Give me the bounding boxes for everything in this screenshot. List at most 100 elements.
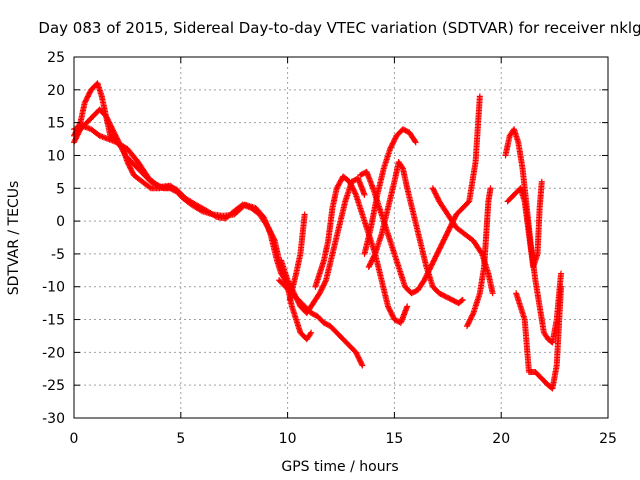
- data-point: [285, 278, 292, 285]
- y-tick-label: 0: [56, 214, 65, 230]
- x-tick-label: 5: [176, 431, 185, 447]
- data-point: [432, 254, 439, 261]
- data-point: [439, 239, 446, 246]
- data-point: [318, 286, 325, 293]
- data-point: [267, 228, 274, 235]
- data-point: [558, 270, 565, 277]
- x-tick-label: 25: [599, 431, 617, 447]
- data-point: [347, 181, 354, 188]
- data-point: [440, 237, 447, 244]
- y-tick-label: 20: [47, 83, 65, 99]
- data-point: [369, 256, 376, 263]
- data-point: [269, 232, 276, 239]
- data-point: [458, 297, 465, 304]
- data-point: [421, 275, 428, 282]
- data-point: [265, 224, 272, 231]
- data-point: [468, 313, 475, 320]
- data-point: [464, 321, 471, 328]
- data-point: [452, 214, 459, 221]
- data-point: [412, 139, 419, 146]
- data-point: [295, 299, 302, 306]
- data-point: [441, 235, 448, 242]
- data-points: [71, 80, 565, 392]
- chart-title: Day 083 of 2015, Sidereal Day-to-day VTE…: [38, 19, 640, 37]
- data-point: [350, 186, 357, 193]
- data-point: [388, 311, 395, 318]
- data-point: [386, 307, 393, 314]
- plot-frame: [73, 56, 609, 419]
- data-point: [388, 143, 395, 150]
- data-point: [390, 313, 397, 320]
- y-tick-label: 10: [47, 148, 65, 164]
- data-point: [82, 98, 89, 105]
- data-point: [358, 361, 365, 368]
- data-point: [433, 191, 440, 198]
- data-point: [292, 292, 299, 299]
- data-point: [392, 135, 399, 142]
- data-point: [212, 213, 219, 220]
- data-point: [389, 140, 396, 147]
- data-point: [489, 290, 496, 297]
- data-point: [445, 228, 452, 235]
- data-point: [270, 235, 277, 242]
- data-point: [129, 169, 136, 176]
- data-point: [284, 277, 291, 284]
- data-point: [467, 315, 474, 322]
- series-track-7: [312, 173, 411, 326]
- series-track-14: [504, 178, 545, 271]
- data-point: [368, 257, 375, 264]
- data-point: [347, 180, 354, 187]
- series-track-10: [365, 159, 466, 307]
- y-tick-label: 5: [56, 181, 65, 197]
- data-point: [353, 350, 360, 357]
- data-point: [86, 89, 93, 96]
- data-point: [430, 186, 437, 193]
- data-point: [421, 277, 428, 284]
- data-point: [428, 262, 435, 269]
- data-point: [399, 164, 406, 171]
- data-point: [320, 282, 327, 289]
- data-point: [465, 319, 472, 326]
- data-point: [442, 233, 449, 240]
- data-point: [389, 312, 396, 319]
- data-point: [437, 243, 444, 250]
- data-point: [319, 285, 326, 292]
- data-point: [411, 138, 418, 145]
- data-point: [367, 261, 374, 268]
- data-point: [352, 190, 359, 197]
- data-point: [124, 159, 131, 166]
- data-point: [269, 233, 276, 240]
- y-axis-label: SDTVAR / TECUs: [6, 181, 22, 296]
- data-point: [467, 316, 474, 323]
- data-point: [83, 96, 90, 103]
- data-point: [319, 283, 326, 290]
- data-point: [285, 279, 292, 286]
- data-point: [476, 93, 483, 100]
- series-track-3: [71, 122, 182, 195]
- data-point: [443, 231, 450, 238]
- data-point: [437, 244, 444, 251]
- y-tick-label: -10: [42, 280, 65, 296]
- data-point: [435, 248, 442, 255]
- data-point: [385, 304, 392, 311]
- data-point: [444, 229, 451, 236]
- data-point: [316, 290, 323, 297]
- data-point: [71, 131, 78, 138]
- data-point: [464, 323, 471, 330]
- data-point: [386, 306, 393, 313]
- data-point: [82, 97, 89, 104]
- data-point: [356, 357, 363, 364]
- data-point: [128, 166, 135, 173]
- data-point: [359, 362, 366, 369]
- y-tick-label: -30: [42, 411, 65, 427]
- data-point: [84, 93, 91, 100]
- data-point: [404, 303, 411, 310]
- data-point: [357, 358, 364, 365]
- y-tick-label: 25: [47, 50, 65, 66]
- data-point: [430, 257, 437, 264]
- data-point: [175, 188, 182, 195]
- data-point: [384, 303, 391, 310]
- data-point: [349, 183, 356, 190]
- data-point: [434, 195, 441, 202]
